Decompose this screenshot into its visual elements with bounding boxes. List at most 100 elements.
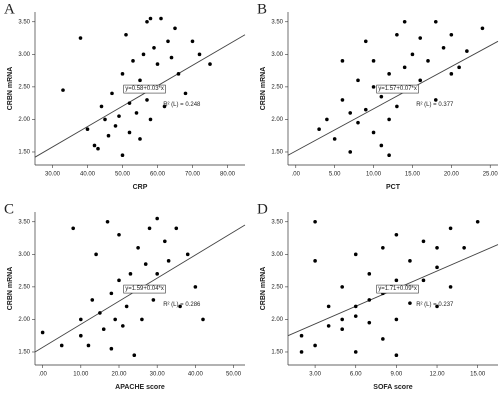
y-tick-label: 1.50 bbox=[271, 150, 283, 156]
y-tick-label: 3.00 bbox=[271, 52, 283, 58]
x-tick-label: .00 bbox=[38, 372, 47, 378]
x-tick-label: 9.00 bbox=[391, 372, 403, 378]
point bbox=[178, 304, 182, 309]
x-tick-label: 70.00 bbox=[185, 172, 201, 178]
point bbox=[387, 117, 391, 122]
r-squared: R² (L) = 0.377 bbox=[416, 102, 454, 108]
point bbox=[78, 36, 83, 40]
point bbox=[193, 285, 198, 289]
point bbox=[371, 130, 376, 135]
point bbox=[145, 98, 149, 102]
x-tick-label: 25.00 bbox=[483, 172, 499, 178]
point bbox=[85, 127, 90, 131]
point bbox=[457, 65, 461, 70]
point bbox=[155, 272, 159, 276]
point bbox=[127, 101, 132, 105]
x-tick-label: 15.00 bbox=[405, 172, 421, 178]
point bbox=[299, 333, 304, 338]
point bbox=[379, 143, 384, 148]
r-squared: R² (L) = 0.237 bbox=[416, 302, 454, 308]
point bbox=[340, 59, 345, 63]
point bbox=[387, 153, 391, 158]
y-tick-label: 3.00 bbox=[18, 252, 30, 258]
x-tick-label: 50.00 bbox=[115, 172, 131, 178]
point bbox=[128, 272, 133, 276]
point bbox=[113, 317, 117, 322]
point bbox=[395, 104, 399, 109]
point bbox=[143, 262, 148, 266]
point bbox=[174, 226, 179, 231]
equation: y=1.71+0.09*x bbox=[378, 286, 417, 292]
point bbox=[185, 252, 190, 257]
point bbox=[121, 324, 125, 328]
point bbox=[363, 107, 368, 112]
panel-letter: B bbox=[257, 1, 267, 17]
x-tick-label: 60.00 bbox=[150, 172, 166, 178]
point bbox=[166, 39, 170, 44]
point bbox=[395, 32, 399, 37]
y-tick-label: 2.00 bbox=[271, 317, 283, 323]
y-tick-label: 1.50 bbox=[271, 350, 283, 356]
y-axis-label: CRBN mRNA bbox=[260, 267, 267, 311]
point bbox=[92, 143, 97, 148]
point bbox=[208, 62, 212, 66]
point bbox=[449, 32, 454, 37]
r-squared: R² (L) = 0.286 bbox=[163, 302, 201, 308]
point bbox=[340, 285, 344, 289]
x-tick-label: 30.00 bbox=[45, 172, 61, 178]
point bbox=[138, 78, 142, 83]
point bbox=[394, 232, 399, 237]
point bbox=[421, 278, 426, 283]
point bbox=[363, 39, 368, 44]
point bbox=[371, 59, 376, 63]
point bbox=[169, 55, 174, 60]
point bbox=[101, 327, 106, 331]
point bbox=[340, 98, 345, 102]
y-tick-label: 2.50 bbox=[271, 84, 283, 90]
x-tick-label: 10.00 bbox=[366, 172, 382, 178]
x-tick-label: 30.00 bbox=[150, 372, 166, 378]
x-tick-label: 20.00 bbox=[111, 372, 127, 378]
x-axis-label: SOFA score bbox=[373, 384, 413, 391]
point bbox=[462, 246, 466, 250]
x-tick-label: 5.00 bbox=[329, 172, 341, 178]
point bbox=[117, 114, 121, 118]
point bbox=[155, 62, 160, 66]
point bbox=[106, 133, 111, 138]
point bbox=[163, 239, 167, 244]
point bbox=[353, 314, 358, 318]
point bbox=[410, 52, 415, 57]
fit-line bbox=[287, 40, 499, 156]
point bbox=[408, 259, 412, 263]
point bbox=[448, 226, 453, 231]
point bbox=[155, 216, 159, 221]
point bbox=[340, 327, 344, 331]
point bbox=[120, 153, 125, 158]
point bbox=[408, 301, 412, 305]
point bbox=[117, 232, 121, 237]
point bbox=[94, 252, 98, 257]
point bbox=[103, 117, 107, 122]
point bbox=[353, 350, 358, 354]
point bbox=[435, 246, 439, 250]
point bbox=[162, 104, 167, 109]
point bbox=[449, 72, 454, 76]
point bbox=[367, 272, 372, 276]
y-tick-label: 1.50 bbox=[18, 350, 30, 356]
y-tick-label: 2.00 bbox=[271, 117, 283, 123]
panel-letter: C bbox=[4, 201, 14, 217]
x-axis-label: PCT bbox=[386, 184, 401, 191]
point bbox=[105, 219, 110, 224]
y-tick-label: 3.50 bbox=[271, 19, 283, 25]
point bbox=[134, 111, 139, 115]
y-axis-label: CRBN mRNA bbox=[260, 67, 267, 111]
point bbox=[90, 298, 95, 302]
point bbox=[299, 350, 304, 354]
point bbox=[96, 146, 100, 151]
point bbox=[381, 246, 385, 250]
point bbox=[426, 59, 430, 63]
equation: y=1.59+0.04*x bbox=[125, 286, 164, 292]
r-squared: R² (L) = 0.248 bbox=[163, 102, 201, 108]
point bbox=[148, 16, 153, 21]
point bbox=[132, 353, 137, 358]
